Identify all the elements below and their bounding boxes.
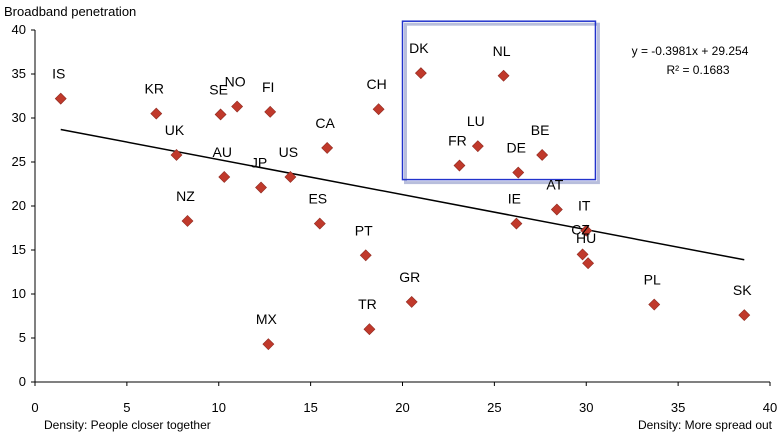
x-axis-label-left: Density: People closer together — [44, 418, 211, 432]
point-label-se: SE — [209, 81, 228, 97]
point-at — [550, 203, 563, 216]
point-no — [231, 100, 244, 113]
point-label-be: BE — [531, 122, 550, 138]
y-axis-title: Broadband penetration — [4, 4, 136, 19]
point-kr — [150, 107, 163, 120]
x-tick-label: 40 — [763, 400, 777, 415]
x-tick-label: 15 — [303, 400, 317, 415]
point-label-us: US — [279, 144, 298, 160]
point-label-fr: FR — [448, 133, 467, 149]
y-tick-label: 25 — [12, 154, 26, 169]
point-label-gr: GR — [399, 269, 420, 285]
point-label-fi: FI — [262, 79, 274, 95]
point-label-sk: SK — [733, 282, 752, 298]
point-ie — [510, 217, 523, 230]
x-tick-label: 25 — [487, 400, 501, 415]
point-label-lu: LU — [467, 113, 485, 129]
point-hu — [582, 257, 595, 270]
point-gr — [405, 295, 418, 308]
point-ch — [372, 103, 385, 116]
point-label-mx: MX — [256, 311, 278, 327]
point-pl — [648, 298, 661, 311]
point-label-nz: NZ — [176, 188, 195, 204]
x-tick-label: 30 — [579, 400, 593, 415]
x-tick-label: 35 — [671, 400, 685, 415]
point-label-dk: DK — [409, 40, 429, 56]
point-label-de: DE — [507, 140, 526, 156]
y-tick-label: 10 — [12, 286, 26, 301]
point-label-nl: NL — [493, 43, 511, 59]
point-cz — [576, 248, 589, 261]
point-sk — [738, 309, 751, 322]
point-fi — [264, 105, 277, 118]
point-dk — [414, 67, 427, 80]
point-label-ch: CH — [366, 76, 386, 92]
point-label-ca: CA — [315, 115, 335, 131]
point-label-at: AT — [546, 177, 563, 193]
trendline-equation: y = -0.3981x + 29.254 — [632, 44, 749, 58]
point-label-cz: CZ — [571, 221, 590, 237]
point-label-pt: PT — [355, 222, 373, 238]
point-lu — [471, 140, 484, 153]
point-label-es: ES — [308, 191, 327, 207]
point-tr — [363, 323, 376, 336]
point-es — [313, 217, 326, 230]
point-label-ie: IE — [508, 191, 521, 207]
point-nz — [181, 215, 194, 227]
point-nl — [497, 69, 510, 82]
trendline-r-squared: R² = 0.1683 — [666, 63, 729, 77]
point-label-uk: UK — [165, 122, 185, 138]
y-tick-label: 30 — [12, 110, 26, 125]
point-is — [54, 92, 67, 105]
point-mx — [262, 338, 275, 351]
y-tick-label: 20 — [12, 198, 26, 213]
y-tick-label: 5 — [19, 330, 26, 345]
point-label-hu: HU — [576, 230, 596, 246]
point-label-kr: KR — [145, 81, 164, 97]
point-label-pl: PL — [644, 272, 661, 288]
y-tick-label: 35 — [12, 66, 26, 81]
point-label-jp: JP — [251, 155, 267, 171]
y-tick-label: 40 — [12, 22, 26, 37]
highlight-box — [401, 20, 597, 181]
point-se — [214, 108, 227, 121]
point-it — [580, 224, 593, 237]
x-tick-label: 10 — [212, 400, 226, 415]
point-label-tr: TR — [358, 296, 377, 312]
y-tick-label: 15 — [12, 242, 26, 257]
point-au — [218, 171, 231, 183]
point-be — [536, 149, 549, 161]
point-ca — [321, 141, 334, 154]
y-tick-label: 0 — [19, 374, 26, 389]
point-label-it: IT — [578, 198, 591, 214]
point-pt — [359, 249, 372, 262]
x-axis-label-right: Density: More spread out — [638, 418, 773, 432]
highlight-box-shadow — [404, 22, 600, 185]
point-label-no: NO — [225, 74, 246, 90]
point-uk — [170, 149, 183, 161]
point-label-is: IS — [52, 66, 65, 82]
x-tick-label: 0 — [31, 400, 38, 415]
point-label-au: AU — [213, 144, 232, 160]
point-fr — [453, 159, 466, 172]
point-us — [284, 171, 297, 183]
x-tick-label: 20 — [395, 400, 409, 415]
point-de — [512, 166, 525, 179]
point-jp — [255, 181, 267, 194]
x-tick-label: 5 — [123, 400, 130, 415]
